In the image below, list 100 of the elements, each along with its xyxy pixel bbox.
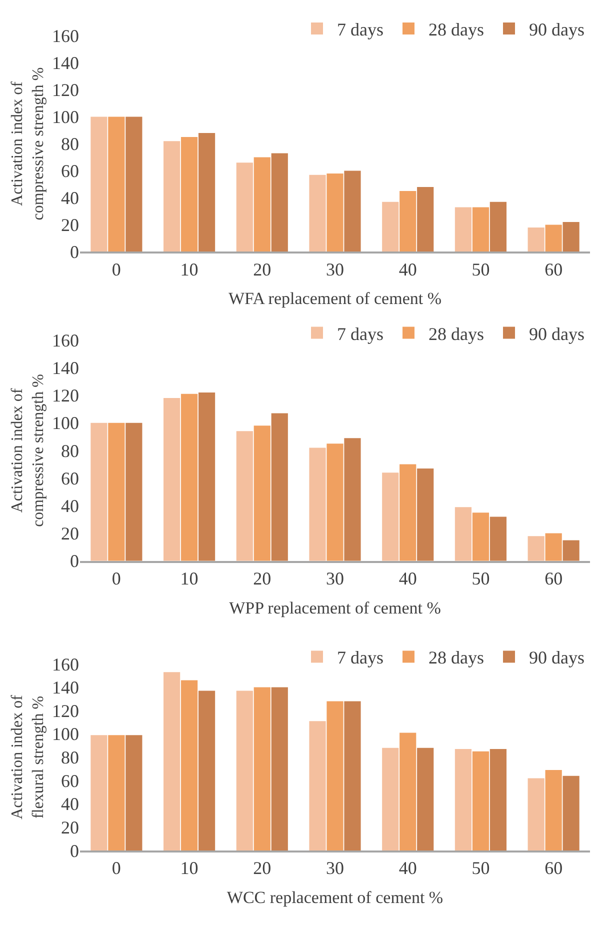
y-tick-label: 140: [52, 53, 79, 74]
y-tick-label: 140: [52, 678, 79, 698]
y-tick-label: 0: [70, 242, 79, 262]
legend-label: 28 days: [428, 324, 484, 344]
y-tick-label: 80: [61, 748, 79, 768]
x-tick-label: 0: [112, 568, 121, 589]
x-axis-title: WPP replacement of cement %: [229, 598, 441, 618]
y-tick-label: 40: [61, 794, 79, 814]
bar: [545, 533, 562, 561]
x-tick-label: 20: [253, 858, 272, 878]
y-tick-label: 120: [52, 80, 79, 100]
y-tick-label: 20: [61, 524, 79, 544]
y-tick-label: 80: [61, 440, 79, 461]
bar: [344, 701, 361, 850]
y-tick-label: 20: [61, 817, 79, 838]
x-tick-label: 30: [326, 259, 344, 280]
bar: [180, 680, 198, 850]
y-tick-label: 40: [61, 496, 79, 516]
y-tick-label: 160: [52, 654, 79, 674]
legend-label: 90 days: [529, 324, 584, 344]
bar: [382, 472, 399, 561]
y-tick-label: 100: [52, 724, 79, 744]
bar: [454, 207, 472, 252]
bar: [108, 735, 125, 850]
bar: [198, 392, 216, 561]
bar: [400, 191, 416, 252]
x-tick-label: 20: [253, 259, 272, 280]
bar: [271, 413, 288, 561]
legend-label: 7 days: [337, 20, 384, 40]
bar: [490, 516, 507, 561]
bar: [126, 735, 142, 850]
y-tick-label: 40: [61, 188, 79, 208]
y-tick-label: 160: [52, 330, 79, 350]
bar: [417, 468, 434, 561]
x-tick-label: 0: [112, 858, 121, 878]
x-axis-title: WFA replacement of cement %: [228, 289, 442, 308]
bar: [198, 132, 216, 252]
bar: [490, 749, 507, 850]
bar: [417, 748, 434, 850]
bar: [271, 687, 288, 850]
legend-label: 7 days: [337, 324, 384, 344]
y-tick-label: 100: [52, 107, 79, 128]
x-tick-label: 20: [253, 568, 272, 589]
bar: [236, 162, 253, 252]
y-axis-title: Activation index of compressive strength %: [9, 67, 47, 220]
y-tick-label: 100: [52, 413, 79, 434]
x-axis-title: WCC replacement of cement %: [226, 888, 444, 907]
bar: [163, 398, 180, 561]
legend-label: 28 days: [428, 648, 484, 668]
x-tick-label: 10: [180, 259, 198, 280]
bar: [472, 207, 490, 252]
bar: [163, 672, 180, 850]
bar: [472, 512, 490, 561]
bar: [271, 153, 288, 252]
legend-label: 7 days: [337, 648, 384, 668]
x-tick-label: 30: [326, 568, 344, 589]
bar: [254, 426, 270, 561]
bar: [545, 770, 562, 850]
bar: [417, 186, 434, 252]
bar: [108, 116, 125, 252]
y-tick-label: 140: [52, 358, 79, 378]
y-tick-label: 60: [61, 770, 79, 791]
bar: [562, 222, 580, 252]
y-axis-title: Activation index of flexural strength %: [9, 694, 47, 820]
bar: [528, 227, 544, 252]
bar: [382, 202, 399, 252]
bar: [90, 422, 108, 561]
x-tick-label: 40: [398, 259, 417, 280]
bar: [528, 536, 544, 561]
x-tick-label: 10: [180, 858, 198, 878]
y-tick-label: 20: [61, 215, 79, 236]
bar: [108, 422, 125, 561]
x-tick-label: 50: [472, 568, 490, 589]
bar: [400, 464, 416, 561]
y-axis-title: Activation index of compressive strength %: [9, 374, 47, 527]
y-tick-label: 120: [52, 700, 79, 721]
x-tick-label: 40: [398, 568, 417, 589]
legend-label: 90 days: [529, 648, 584, 668]
bar: [528, 778, 544, 850]
bar: [562, 540, 580, 561]
y-tick-label: 160: [52, 26, 79, 46]
bar: [309, 174, 326, 252]
x-tick-label: 60: [544, 858, 563, 878]
bar: [236, 431, 253, 561]
legend-label: 28 days: [428, 20, 484, 40]
bar: [344, 438, 361, 561]
bar: [254, 157, 270, 252]
bar: [90, 116, 108, 252]
bar: [163, 141, 180, 252]
bar: [400, 732, 416, 850]
x-tick-label: 10: [180, 568, 198, 589]
bar: [490, 202, 507, 252]
bar: [344, 170, 361, 252]
bar: [454, 507, 472, 561]
legend-label: 90 days: [529, 20, 584, 40]
x-tick-label: 60: [544, 568, 563, 589]
bar: [309, 721, 326, 850]
x-tick-label: 30: [326, 858, 344, 878]
bar: [454, 749, 472, 850]
bar: [180, 394, 198, 561]
